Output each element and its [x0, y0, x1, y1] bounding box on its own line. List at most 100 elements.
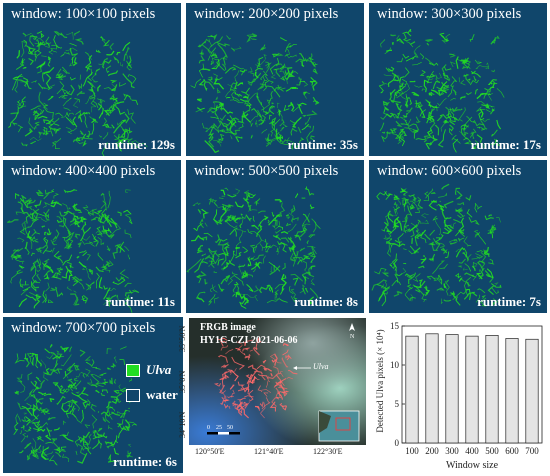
ulva-strand — [410, 222, 420, 231]
ulva-strand — [53, 31, 63, 36]
ulva-strand — [437, 203, 445, 212]
ulva-strand — [69, 76, 76, 81]
ulva-strand — [82, 251, 88, 257]
ulva-strand — [67, 378, 76, 388]
ulva-strand — [269, 120, 276, 127]
ulva-strand — [109, 95, 115, 100]
ulva-strand — [67, 401, 74, 403]
ulva-strand — [314, 221, 321, 229]
ulva-strand — [104, 217, 112, 228]
ulva-strand — [442, 119, 449, 124]
ulva-strand — [274, 284, 284, 290]
ulva-strand — [37, 37, 45, 47]
ulva-strand — [100, 214, 109, 221]
ulva-strand — [42, 102, 48, 110]
ulva-strand — [202, 68, 211, 72]
ulva-strand — [381, 131, 388, 143]
ulva-strand — [102, 132, 109, 140]
ulva-strand — [56, 81, 65, 95]
ulva-strand — [381, 272, 389, 277]
ulva-strand — [106, 50, 115, 56]
ulva-strand — [278, 241, 287, 253]
ulva-strand — [290, 273, 304, 282]
map-panel-600: window: 600×600 pixels runtime: 7s — [369, 160, 547, 313]
ulva-strand — [110, 362, 117, 368]
ulva-strand — [63, 237, 69, 248]
ulva-strand — [209, 248, 217, 265]
ulva-strand — [14, 73, 23, 78]
ulva-strand — [43, 107, 54, 118]
ulva-strand — [42, 127, 46, 135]
ulva-strand — [102, 232, 115, 239]
ulva-strand — [66, 31, 74, 40]
ulva-strand — [81, 239, 95, 247]
ulva-strand — [98, 57, 108, 65]
window-label: window: 400×400 pixels — [11, 163, 156, 179]
ulva-strand — [64, 370, 66, 377]
ulva-strand — [33, 110, 40, 120]
ulva-strand — [123, 128, 129, 143]
ulva-strand — [280, 126, 285, 132]
ulva-strand — [82, 236, 91, 241]
ulva-strand — [58, 292, 64, 297]
ulva-strand — [256, 223, 263, 237]
ulva-strand — [402, 215, 408, 223]
ulva-strand — [70, 265, 74, 269]
ulva-strand — [478, 111, 485, 121]
ulva-strand — [263, 54, 267, 60]
ulva-strand — [419, 109, 427, 117]
ulva-strand — [235, 136, 243, 143]
ulva-strand — [84, 54, 93, 70]
ulva-strand — [278, 108, 282, 117]
ulva-strand — [218, 247, 229, 257]
ulva-strand — [394, 239, 406, 248]
ulva-strand — [103, 110, 110, 116]
ulva-strand — [275, 374, 286, 394]
ulva-strand — [24, 33, 32, 37]
ulva-strand — [427, 275, 436, 281]
ulva-strand — [72, 203, 81, 212]
ulva-strand — [309, 287, 319, 299]
ulva-strand — [95, 389, 100, 394]
ulva-strand — [30, 212, 41, 219]
ulva-strand — [251, 255, 255, 260]
ulva-strand — [62, 69, 70, 75]
ulva-strand — [481, 142, 487, 148]
ulva-strand — [240, 403, 243, 414]
ulva-strand — [252, 268, 256, 273]
ulva-strand — [274, 294, 279, 300]
ulva-strand — [102, 417, 107, 423]
ulva-strand — [291, 217, 294, 222]
ulva-strand — [251, 262, 260, 270]
ulva-strand — [196, 98, 202, 102]
ulva-strand — [419, 70, 426, 76]
ulva-strand — [28, 58, 35, 66]
ulva-strand — [240, 401, 246, 406]
ulva-strand — [433, 238, 441, 251]
ulva-strand — [31, 80, 38, 83]
ulva-strand — [82, 373, 85, 378]
ulva-strand — [463, 236, 472, 247]
x-tick-label: 300 — [445, 446, 459, 456]
ulva-strand — [428, 200, 437, 211]
ulva-strand — [44, 273, 51, 281]
ulva-strand — [31, 212, 35, 219]
ulva-strand — [128, 421, 138, 427]
ulva-strand — [484, 215, 494, 221]
ulva-strand — [109, 42, 114, 50]
ulva-strand — [459, 229, 465, 237]
ulva-strand — [294, 192, 299, 199]
ulva-strand — [104, 412, 114, 424]
ulva-strand — [65, 116, 76, 126]
ulva-strand — [443, 299, 452, 302]
ulva-strand — [252, 215, 256, 222]
ulva-strand — [34, 200, 42, 208]
ulva-strand — [387, 74, 397, 87]
ulva-strand — [256, 93, 263, 106]
ulva-map — [190, 33, 320, 154]
ulva-strand — [389, 220, 397, 235]
ulva-strand — [43, 269, 54, 278]
ulva-strand — [302, 213, 310, 223]
ulva-strand — [307, 251, 314, 255]
ulva-strand — [28, 426, 32, 431]
